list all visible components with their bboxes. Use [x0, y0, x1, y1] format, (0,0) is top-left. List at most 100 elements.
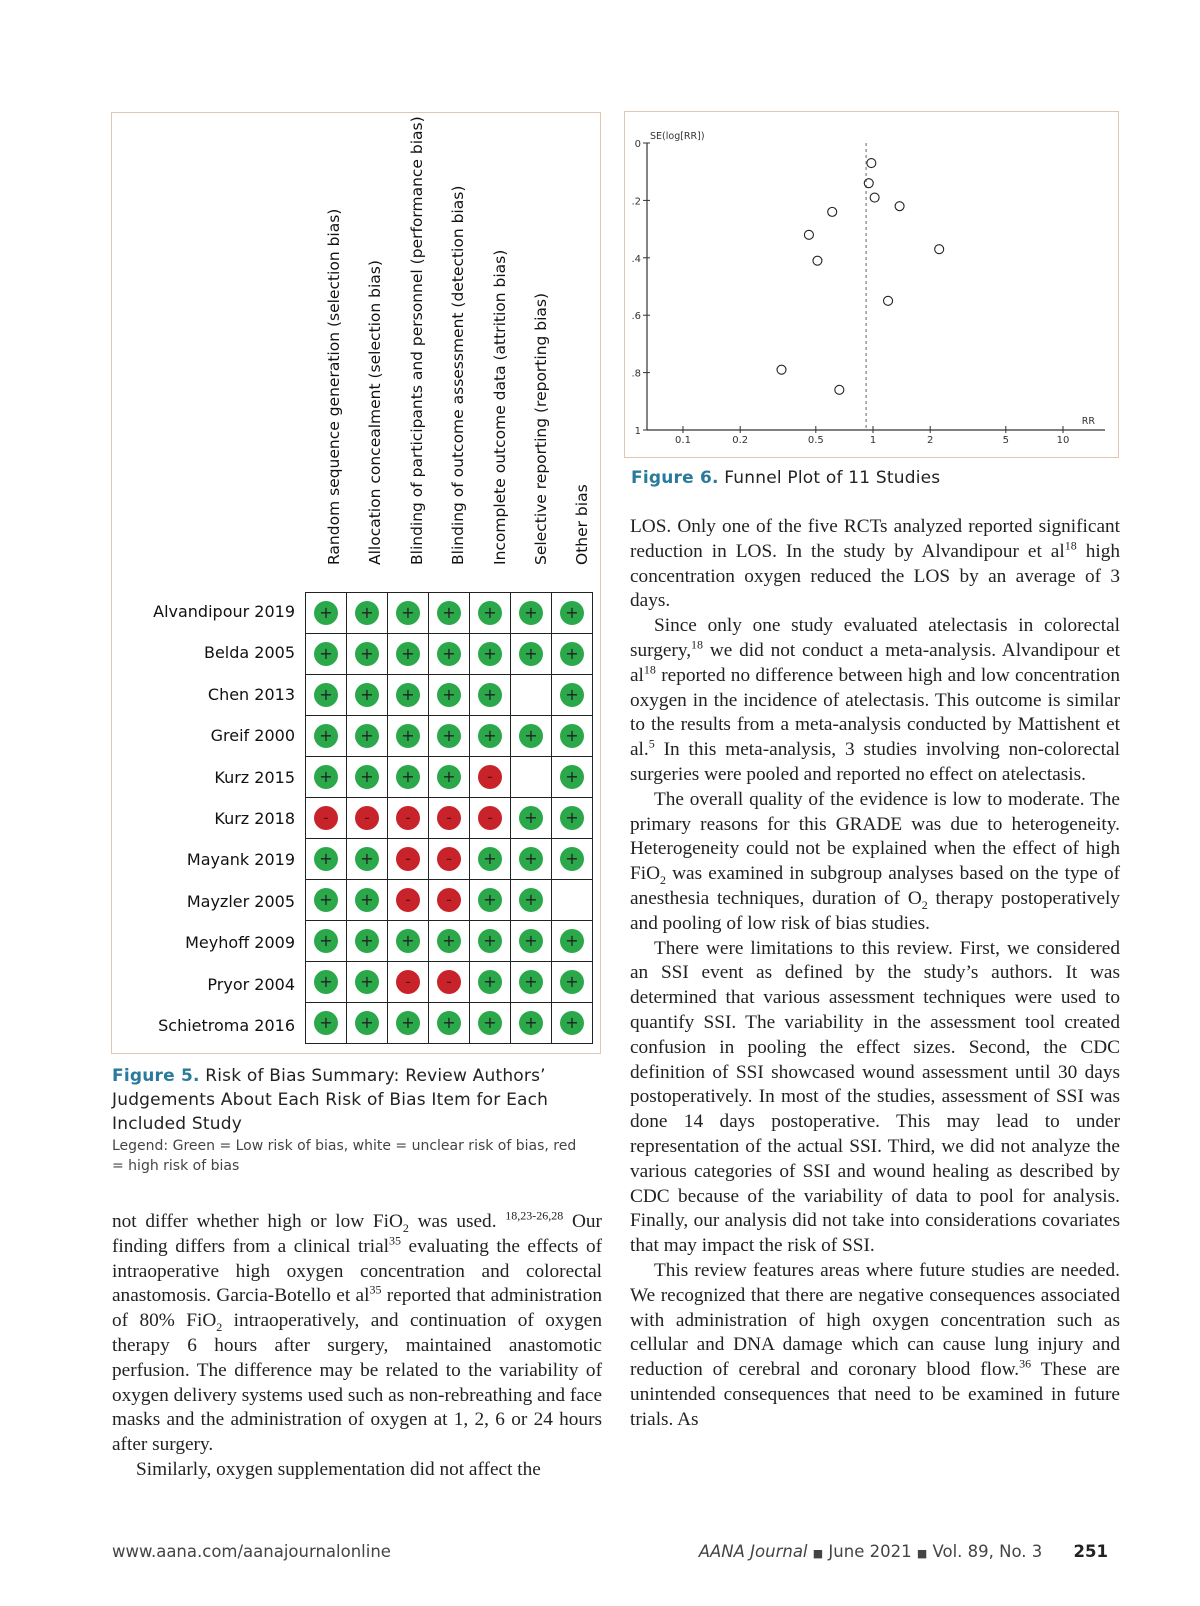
low-risk-icon: + [355, 888, 379, 912]
low-risk-icon: + [560, 724, 584, 748]
column-header: Incomplete outcome data (attrition bias) [491, 113, 513, 565]
footer-citation: AANA Journal ■ June 2021 ■ Vol. 89, No. … [699, 1542, 1108, 1561]
judgement-cell: + [305, 1002, 347, 1044]
column-header-label: Other bias [573, 484, 592, 565]
judgement-cell: + [346, 838, 388, 880]
low-risk-icon: + [560, 929, 584, 953]
right-column-text: LOS. Only one of the five RCTs analyzed … [630, 515, 1120, 1432]
judgement-cell [551, 879, 593, 921]
study-name: Mayzler 2005 [186, 891, 295, 911]
low-risk-icon: + [519, 888, 543, 912]
study-point [934, 244, 945, 255]
low-risk-icon: + [396, 1011, 420, 1035]
low-risk-icon: + [396, 683, 420, 707]
text-run: was examined in subgroup analyses based … [630, 863, 1120, 909]
judgement-cell: + [551, 674, 593, 716]
text-run: intraoperatively, and continuation of ox… [112, 1310, 602, 1456]
low-risk-icon: + [478, 724, 502, 748]
footer-url[interactable]: www.aana.com/aanajournalonline [112, 1542, 391, 1561]
judgement-cell: + [551, 961, 593, 1003]
study-row: + + + + + + + [305, 1002, 593, 1044]
low-risk-icon: + [437, 1011, 461, 1035]
study-row: + + + + + + + [305, 633, 593, 675]
high-risk-icon: - [396, 847, 420, 871]
left-column-text: not differ whether high or low FiO2 was … [112, 1210, 602, 1483]
judgement-cell: + [346, 592, 388, 634]
low-risk-icon: + [560, 765, 584, 789]
low-risk-icon: + [396, 765, 420, 789]
judgement-cell: - [387, 961, 429, 1003]
study-point [803, 229, 814, 240]
study-name: Mayank 2019 [186, 850, 295, 870]
study-name: Schietroma 2016 [158, 1016, 295, 1035]
judgement-cell: - [305, 797, 347, 839]
judgement-cell: + [305, 715, 347, 757]
x-tick-label: 5 [1003, 435, 1009, 446]
x-axis-label: RR [1082, 416, 1096, 427]
low-risk-icon: + [314, 929, 338, 953]
judgement-cell: + [305, 592, 347, 634]
y-axis-label: SE(log[RR]) [650, 131, 705, 142]
study-name: Kurz 2018 [214, 809, 295, 828]
citation-superscript: 18 [643, 662, 656, 677]
low-risk-icon: + [314, 847, 338, 871]
high-risk-icon: - [478, 806, 502, 830]
low-risk-icon: + [355, 724, 379, 748]
citation-superscript: 18,23-26,28 [505, 1208, 564, 1223]
study-name: Kurz 2015 [214, 767, 295, 787]
judgement-cell: + [551, 756, 593, 798]
judgement-cell: - [469, 756, 511, 798]
page-number: 251 [1073, 1542, 1108, 1561]
column-header: Random sequence generation (selection bi… [325, 113, 347, 565]
low-risk-icon: + [560, 970, 584, 994]
text-run: we did not conduct a meta-analysis. Alva… [630, 639, 1120, 686]
figure6-caption: Figure 6. Funnel Plot of 11 Studies [631, 466, 940, 490]
x-tick-label: 0.1 [675, 435, 691, 446]
judgement-cell: + [305, 920, 347, 962]
paragraph: Similarly, oxygen supplementation did no… [112, 1458, 602, 1483]
judgement-cell: - [428, 961, 470, 1003]
judgement-cell: + [387, 592, 429, 634]
study-name: Greif 2000 [210, 726, 295, 746]
text-run: therapy postoperatively and pooling of l… [630, 887, 1121, 934]
y-tick-label: .6 [631, 311, 641, 322]
judgement-cell: - [428, 797, 470, 839]
judgement-cell: - [428, 879, 470, 921]
text-run: reported that administration of 80% FiO [112, 1285, 602, 1332]
low-risk-icon: + [519, 1011, 543, 1035]
judgement-cell: + [387, 1002, 429, 1044]
study-point [776, 364, 787, 375]
x-tick-label: 1 [870, 435, 876, 446]
y-tick-label: .2 [631, 196, 641, 207]
judgement-cell [510, 674, 552, 716]
text-run: In this meta-analysis, 3 studies involvi… [630, 739, 1120, 785]
high-risk-icon: - [437, 970, 461, 994]
subscript: 2 [921, 897, 928, 912]
study-point [812, 255, 823, 266]
judgement-cell: + [469, 592, 511, 634]
risk-of-bias-grid: + + + + + + + + + + + + + + + + + + + + + + + + + + + + + + + - + - - - - - + +… [305, 592, 593, 1044]
citation-superscript: 36 [1019, 1356, 1032, 1371]
low-risk-icon: + [478, 970, 502, 994]
study-row: + + - - + + + [305, 838, 593, 880]
low-risk-icon: + [560, 642, 584, 666]
judgement-cell: + [428, 1002, 470, 1044]
judgement-cell: + [428, 633, 470, 675]
judgement-cell: + [469, 715, 511, 757]
risk-of-bias-figure: Random sequence generation (selection bi… [111, 112, 601, 1054]
high-risk-icon: - [478, 765, 502, 789]
low-risk-icon: + [519, 724, 543, 748]
high-risk-icon: - [437, 806, 461, 830]
footer-separator: ■ [916, 1547, 928, 1560]
judgement-cell: + [305, 756, 347, 798]
column-header-label: Blinding of participants and personnel (… [407, 116, 426, 565]
study-name: Alvandipour 2019 [153, 602, 295, 621]
judgement-cell [510, 756, 552, 798]
low-risk-icon: + [560, 683, 584, 707]
low-risk-icon: + [478, 847, 502, 871]
y-tick-label: .4 [631, 254, 641, 265]
column-header: Allocation concealment (selection bias) [366, 113, 388, 565]
low-risk-icon: + [437, 929, 461, 953]
high-risk-icon: - [437, 847, 461, 871]
